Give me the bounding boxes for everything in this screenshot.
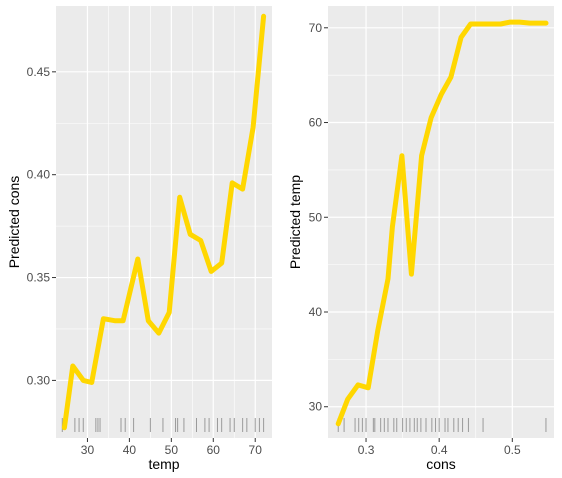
right-plot-x-ticks: 0.3 0.4 0.5 <box>358 438 521 457</box>
x-tick-label: 0.3 <box>358 443 375 457</box>
right-plot: 0.3 0.4 0.5 30 40 50 60 70 cons Predicted temp <box>287 6 554 472</box>
y-tick-label: 70 <box>309 21 323 35</box>
right-plot-y-axis-title: Predicted temp <box>287 175 303 269</box>
x-tick-label: 70 <box>249 443 263 457</box>
left-plot-y-axis-title: Predicted cons <box>6 176 22 269</box>
right-plot-grid <box>328 6 554 438</box>
right-plot-y-ticks: 30 40 50 60 70 <box>309 21 328 414</box>
left-plot-rug <box>61 418 265 432</box>
left-plot-x-axis-title: temp <box>148 456 179 472</box>
series-line <box>61 13 267 431</box>
x-tick-label: 60 <box>207 443 221 457</box>
y-tick-label: 0.30 <box>27 373 51 387</box>
y-tick-label: 60 <box>309 116 323 130</box>
series-line <box>335 19 549 427</box>
y-tick-label: 40 <box>309 305 323 319</box>
y-tick-label: 0.40 <box>27 168 51 182</box>
x-tick-label: 40 <box>123 443 137 457</box>
y-tick-label: 0.45 <box>27 65 51 79</box>
left-plot-series <box>61 13 267 431</box>
left-plot-grid <box>56 6 272 438</box>
left-plot: 30 40 50 60 70 0.30 0.35 0.40 0.45 temp Predict… <box>6 6 272 472</box>
right-plot-panel <box>328 6 554 438</box>
right-plot-series <box>335 19 549 427</box>
left-plot-x-ticks: 30 40 50 60 70 <box>81 438 262 457</box>
x-tick-label: 0.4 <box>431 443 448 457</box>
right-plot-x-axis-title: cons <box>426 456 456 472</box>
y-tick-label: 30 <box>309 400 323 414</box>
left-plot-y-ticks: 0.30 0.35 0.40 0.45 <box>27 65 56 387</box>
y-tick-label: 50 <box>309 210 323 224</box>
right-plot-rug <box>337 418 547 432</box>
left-plot-panel <box>56 6 272 438</box>
x-tick-label: 30 <box>81 443 95 457</box>
y-tick-label: 0.35 <box>27 271 51 285</box>
x-tick-label: 0.5 <box>504 443 521 457</box>
x-tick-label: 50 <box>165 443 179 457</box>
